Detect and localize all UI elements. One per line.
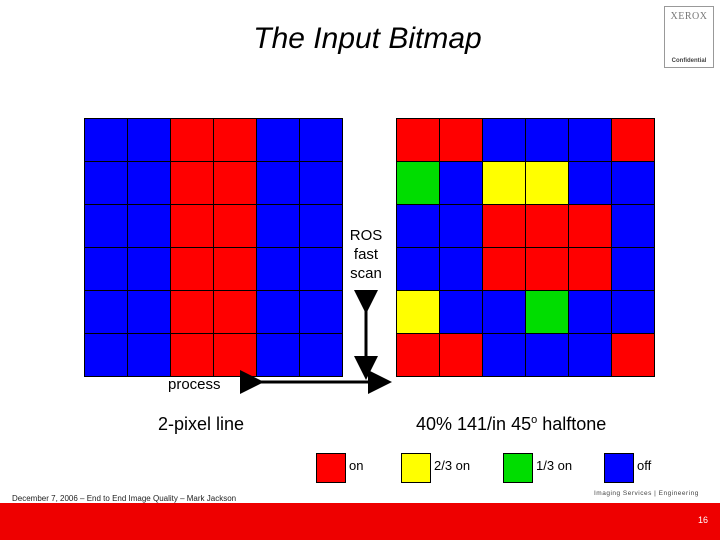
- process-label: process: [168, 376, 221, 393]
- bitmap-pixel: [85, 162, 127, 204]
- bitmap-pixel: [440, 248, 482, 290]
- xerox-logo: XEROX Confidential: [664, 6, 714, 68]
- bitmap-pixel: [397, 205, 439, 247]
- bitmap-pixel: [440, 291, 482, 333]
- bitmap-pixel: [483, 248, 525, 290]
- bitmap-pixel: [171, 248, 213, 290]
- bitmap-pixel: [397, 248, 439, 290]
- bitmap-pixel: [526, 162, 568, 204]
- bitmap-pixel: [569, 334, 611, 376]
- bitmap-pixel: [483, 205, 525, 247]
- bitmap-pixel: [171, 334, 213, 376]
- bitmap-pixel: [128, 334, 170, 376]
- bitmap-pixel: [397, 119, 439, 161]
- bitmap-pixel: [612, 248, 654, 290]
- bitmap-pixel: [214, 205, 256, 247]
- bitmap-pixel: [300, 162, 342, 204]
- left-bitmap-grid: [84, 118, 343, 377]
- bitmap-pixel: [214, 119, 256, 161]
- bitmap-pixel: [569, 119, 611, 161]
- bitmap-pixel: [128, 162, 170, 204]
- legend-swatch-two-thirds: [401, 453, 431, 483]
- bitmap-pixel: [612, 291, 654, 333]
- bitmap-pixel: [257, 334, 299, 376]
- bitmap-pixel: [257, 205, 299, 247]
- bitmap-pixel: [569, 291, 611, 333]
- bitmap-pixel: [171, 162, 213, 204]
- bitmap-pixel: [397, 291, 439, 333]
- bitmap-pixel: [300, 119, 342, 161]
- legend-swatch-off: [604, 453, 634, 483]
- bitmap-pixel: [171, 291, 213, 333]
- bitmap-pixel: [569, 248, 611, 290]
- bitmap-pixel: [300, 291, 342, 333]
- bitmap-pixel: [569, 162, 611, 204]
- slide-title: The Input Bitmap: [253, 22, 482, 55]
- right-grid-heading: 40% 141/in 45o halftone: [416, 414, 607, 434]
- footer-brand: Imaging Services | Engineering: [594, 490, 699, 497]
- bitmap-pixel: [569, 205, 611, 247]
- legend-label-one-third: 1/3 on: [536, 458, 573, 473]
- bitmap-pixel: [440, 205, 482, 247]
- footer-text: December 7, 2006 – End to End Image Qual…: [12, 494, 237, 503]
- bitmap-pixel: [128, 291, 170, 333]
- bitmap-pixel: [300, 205, 342, 247]
- bitmap-pixel: [483, 119, 525, 161]
- bitmap-pixel: [85, 248, 127, 290]
- legend-swatch-on: [316, 453, 346, 483]
- bitmap-pixel: [257, 162, 299, 204]
- bitmap-pixel: [171, 119, 213, 161]
- bitmap-pixel: [483, 334, 525, 376]
- bitmap-pixel: [526, 334, 568, 376]
- logo-brand: XEROX: [670, 11, 708, 22]
- legend-label-off: off: [637, 458, 652, 473]
- bitmap-pixel: [440, 162, 482, 204]
- bitmap-pixel: [257, 119, 299, 161]
- bitmap-pixel: [257, 248, 299, 290]
- bitmap-pixel: [612, 205, 654, 247]
- ros-fast-scan-label: ROS fast scan: [344, 226, 388, 283]
- bitmap-pixel: [128, 248, 170, 290]
- bitmap-pixel: [526, 248, 568, 290]
- right-bitmap-grid: [396, 118, 655, 377]
- bitmap-pixel: [171, 205, 213, 247]
- bitmap-pixel: [128, 119, 170, 161]
- legend-swatch-one-third: [503, 453, 533, 483]
- bitmap-pixel: [300, 334, 342, 376]
- bitmap-pixel: [300, 248, 342, 290]
- legend-label-on: on: [349, 458, 364, 473]
- bitmap-pixel: [85, 119, 127, 161]
- bitmap-pixel: [440, 119, 482, 161]
- page-number: 16: [697, 515, 708, 525]
- bitmap-pixel: [128, 205, 170, 247]
- bitmap-pixel: [612, 334, 654, 376]
- legend-label-two-thirds: 2/3 on: [434, 458, 471, 473]
- bitmap-pixel: [612, 162, 654, 204]
- bitmap-pixel: [397, 162, 439, 204]
- bitmap-pixel: [397, 334, 439, 376]
- bitmap-pixel: [214, 334, 256, 376]
- footer-bar: 16: [0, 503, 720, 540]
- bitmap-pixel: [85, 291, 127, 333]
- bitmap-pixel: [526, 291, 568, 333]
- bitmap-pixel: [612, 119, 654, 161]
- bitmap-pixel: [526, 119, 568, 161]
- bitmap-pixel: [440, 334, 482, 376]
- bitmap-pixel: [483, 162, 525, 204]
- bitmap-pixel: [526, 205, 568, 247]
- bitmap-pixel: [214, 291, 256, 333]
- bitmap-pixel: [85, 334, 127, 376]
- bitmap-pixel: [214, 162, 256, 204]
- bitmap-pixel: [214, 248, 256, 290]
- bitmap-pixel: [483, 291, 525, 333]
- logo-confidential: Confidential: [671, 58, 707, 64]
- left-grid-heading: 2-pixel line: [158, 414, 245, 434]
- bitmap-pixel: [257, 291, 299, 333]
- bitmap-pixel: [85, 205, 127, 247]
